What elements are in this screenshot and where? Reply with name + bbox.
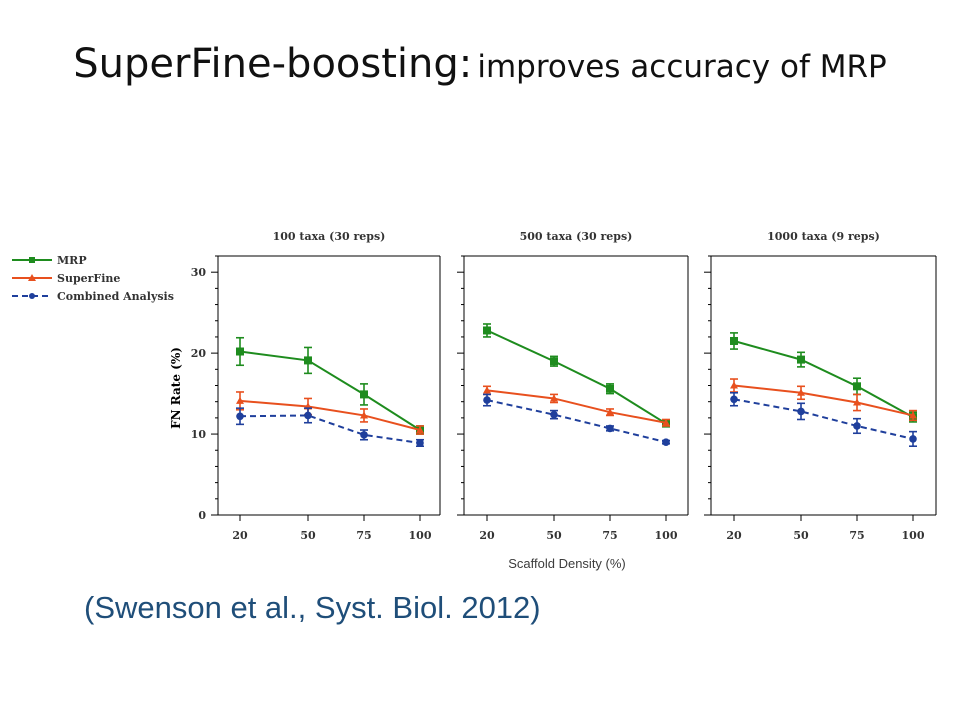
series-line: [239, 350, 421, 431]
panel-1: 100 taxa (30 reps) 0 10 20 30 20 50 75 100: [191, 230, 441, 542]
data-point: [662, 438, 670, 446]
series-line: [486, 399, 667, 444]
x-tick-label: 75: [602, 529, 617, 542]
data-point: [606, 408, 614, 416]
series-superfine: [730, 378, 917, 422]
data-point: [797, 388, 805, 396]
data-point: [730, 395, 738, 404]
data-point: [483, 386, 491, 394]
y-tick-label: 10: [191, 428, 207, 441]
chart-legend: MRP SuperFine Combined Analysis: [12, 254, 174, 303]
slide-title-main: SuperFine-boosting:: [73, 41, 473, 87]
panel-title: 500 taxa (30 reps): [520, 230, 633, 243]
slide-title-sub: improves accuracy of MRP: [477, 49, 887, 85]
series-mrp: [483, 323, 670, 428]
legend-marker: [29, 293, 35, 299]
data-point: [853, 398, 861, 406]
data-point: [853, 382, 861, 391]
series-superfine: [483, 385, 670, 427]
data-point: [797, 355, 805, 364]
data-point: [360, 431, 368, 439]
data-point: [236, 412, 244, 421]
x-tick-label: 75: [356, 529, 371, 542]
series-line: [486, 389, 667, 424]
series-line: [733, 384, 914, 417]
series-mrp: [730, 332, 917, 423]
x-axis-label: Scaffold Density (%): [508, 556, 626, 571]
y-tick-label: 20: [191, 347, 207, 360]
y-tick-label: 30: [191, 266, 207, 279]
series-line: [733, 340, 914, 418]
data-point: [909, 411, 917, 419]
x-tick-label: 50: [546, 529, 562, 542]
series-mrp: [236, 336, 424, 435]
data-point: [416, 426, 424, 434]
data-point: [730, 381, 738, 389]
data-point: [550, 357, 558, 366]
series-superfine: [236, 391, 424, 435]
data-point: [236, 396, 244, 404]
series-line: [486, 329, 667, 425]
data-point: [853, 422, 861, 430]
legend-label: SuperFine: [57, 272, 120, 285]
data-point: [606, 424, 614, 433]
panel-title: 100 taxa (30 reps): [273, 230, 386, 243]
data-point: [797, 407, 805, 416]
legend-entry-mrp: MRP: [12, 254, 87, 267]
x-tick-label: 75: [849, 529, 864, 542]
data-point: [662, 418, 670, 426]
series-combined-analysis: [730, 391, 917, 448]
data-point: [304, 356, 312, 365]
series-combined-analysis: [236, 407, 424, 448]
y-axis-label: FN Rate (%): [169, 347, 183, 429]
series-combined-analysis: [483, 393, 670, 446]
panel-title: 1000 taxa (9 reps): [767, 230, 880, 243]
x-tick-label: 100: [655, 529, 678, 542]
data-point: [483, 396, 491, 404]
legend-marker: [28, 274, 36, 281]
legend-entry-superfine: SuperFine: [12, 272, 120, 285]
x-tick-label: 50: [793, 529, 809, 542]
x-tick-label: 20: [479, 529, 495, 542]
data-point: [360, 390, 368, 399]
citation: (Swenson et al., Syst. Biol. 2012): [84, 590, 541, 625]
data-point: [236, 347, 244, 356]
x-tick-label: 50: [300, 529, 316, 542]
x-tick-label: 20: [726, 529, 742, 542]
legend-entry-combined-analysis: Combined Analysis: [12, 290, 174, 303]
x-tick-label: 20: [232, 529, 248, 542]
legend-marker: [29, 257, 35, 263]
slide-title: SuperFine-boosting: improves accuracy of…: [0, 38, 960, 90]
data-point: [909, 435, 917, 443]
data-point: [550, 394, 558, 402]
x-tick-label: 100: [409, 529, 432, 542]
data-point: [416, 439, 424, 447]
x-tick-label: 100: [902, 529, 925, 542]
data-point: [730, 336, 738, 345]
y-tick-label: 0: [198, 509, 206, 522]
series-line: [239, 414, 421, 444]
panel-2: 500 taxa (30 reps) 20 50 75 100: [457, 230, 689, 542]
legend-label: Combined Analysis: [57, 290, 174, 303]
data-point: [483, 326, 491, 335]
legend-label: MRP: [57, 254, 87, 267]
data-point: [550, 410, 558, 419]
data-point: [360, 411, 368, 419]
data-point: [606, 384, 614, 393]
data-point: [304, 411, 312, 420]
series-line: [239, 399, 421, 431]
panel-3: 1000 taxa (9 reps) 20 50 75 100: [704, 230, 937, 542]
series-line: [733, 398, 914, 440]
